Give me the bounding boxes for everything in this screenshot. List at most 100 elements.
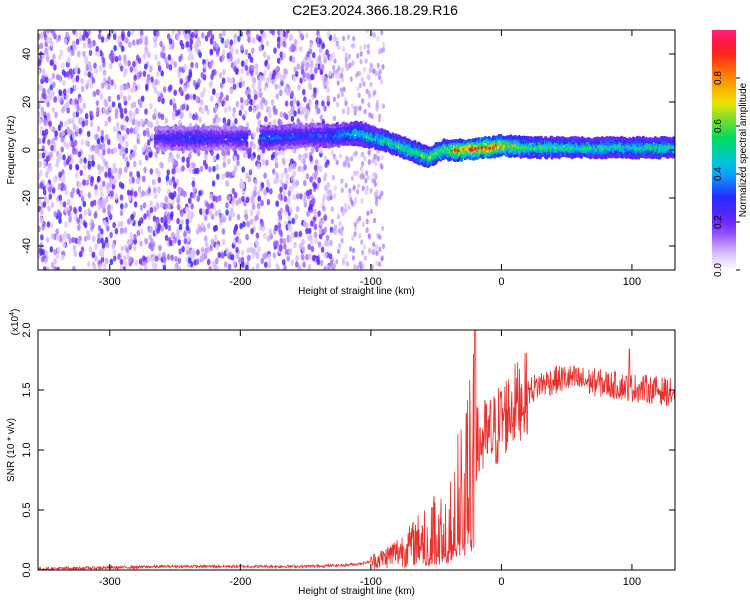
- noise-speckle: [143, 264, 148, 270]
- noise-speckle: [58, 217, 62, 224]
- noise-speckle: [154, 78, 158, 86]
- noise-speckle: [344, 182, 348, 189]
- noise-speckle: [156, 70, 160, 78]
- noise-speckle: [297, 84, 301, 91]
- noise-speckle: [291, 105, 296, 112]
- noise-speckle: [303, 197, 307, 204]
- noise-speckle: [241, 166, 245, 173]
- noise-speckle: [231, 211, 236, 218]
- noise-speckle: [119, 107, 124, 114]
- noise-speckle: [324, 240, 328, 247]
- noise-speckle: [337, 228, 341, 234]
- noise-speckle: [225, 171, 230, 178]
- noise-speckle: [116, 94, 121, 101]
- noise-speckle: [235, 199, 239, 206]
- noise-speckle: [184, 206, 189, 213]
- noise-speckle: [170, 232, 174, 239]
- noise-speckle: [72, 133, 76, 140]
- noise-speckle: [189, 93, 193, 101]
- noise-speckle: [323, 214, 328, 221]
- noise-speckle: [302, 88, 306, 96]
- noise-speckle: [251, 37, 256, 44]
- noise-speckle: [333, 185, 337, 191]
- noise-speckle: [68, 163, 73, 171]
- noise-speckle: [192, 186, 197, 193]
- noise-speckle: [138, 101, 143, 109]
- noise-speckle: [238, 257, 242, 264]
- noise-speckle: [86, 229, 90, 237]
- noise-speckle: [209, 38, 214, 45]
- noise-speckle: [124, 132, 129, 140]
- noise-speckle: [329, 55, 333, 62]
- noise-speckle: [306, 51, 311, 58]
- noise-speckle: [201, 32, 205, 39]
- noise-speckle: [166, 169, 170, 176]
- noise-speckle: [358, 105, 362, 111]
- noise-speckle: [204, 241, 209, 248]
- noise-speckle: [333, 58, 337, 64]
- noise-speckle: [53, 258, 57, 265]
- noise-speckle: [372, 241, 376, 248]
- noise-speckle: [75, 164, 80, 171]
- noise-speckle: [260, 182, 265, 189]
- noise-speckle: [254, 68, 259, 76]
- noise-speckle: [336, 80, 340, 86]
- noise-speckle: [71, 77, 76, 84]
- noise-speckle: [42, 201, 47, 208]
- noise-speckle: [140, 95, 145, 102]
- noise-speckle: [261, 158, 266, 165]
- noise-speckle: [299, 156, 304, 163]
- noise-speckle: [302, 261, 306, 268]
- noise-speckle: [276, 36, 281, 43]
- noise-speckle: [321, 42, 326, 50]
- noise-speckle: [340, 67, 344, 73]
- noise-speckle: [61, 69, 66, 76]
- noise-speckle: [87, 192, 92, 199]
- noise-speckle: [334, 156, 338, 162]
- noise-speckle: [114, 193, 119, 200]
- noise-speckle: [303, 164, 308, 171]
- noise-speckle: [221, 54, 225, 61]
- noise-speckle: [367, 233, 371, 239]
- noise-speckle: [298, 45, 303, 53]
- noise-speckle: [255, 126, 260, 133]
- noise-speckle: [366, 210, 370, 216]
- noise-speckle: [40, 182, 44, 189]
- noise-speckle: [260, 199, 264, 207]
- noise-speckle: [181, 156, 186, 163]
- noise-speckle: [43, 118, 47, 125]
- noise-speckle: [133, 190, 138, 198]
- noise-speckle: [114, 108, 119, 115]
- noise-speckle: [332, 115, 336, 122]
- noise-speckle: [198, 190, 202, 197]
- noise-speckle: [113, 146, 118, 154]
- noise-speckle: [157, 224, 162, 231]
- noise-speckle: [235, 68, 239, 76]
- noise-speckle: [190, 31, 195, 39]
- noise-speckle: [100, 237, 104, 244]
- noise-speckle: [369, 188, 373, 194]
- noise-speckle: [73, 250, 77, 258]
- noise-speckle: [257, 195, 262, 202]
- noise-speckle: [251, 82, 256, 90]
- noise-speckle: [276, 42, 281, 49]
- noise-speckle: [196, 249, 200, 256]
- noise-speckle: [227, 76, 231, 83]
- noise-speckle: [307, 263, 312, 270]
- noise-speckle: [188, 112, 193, 119]
- noise-speckle: [111, 242, 116, 250]
- noise-speckle: [208, 81, 213, 88]
- noise-speckle: [84, 56, 89, 63]
- noise-speckle: [160, 162, 164, 169]
- noise-speckle: [194, 62, 199, 69]
- noise-speckle: [119, 91, 124, 99]
- noise-speckle: [153, 186, 157, 194]
- noise-speckle: [83, 235, 88, 242]
- noise-speckle: [380, 255, 384, 262]
- noise-speckle: [340, 91, 344, 98]
- noise-speckle: [165, 62, 170, 69]
- noise-speckle: [247, 52, 252, 60]
- noise-speckle: [142, 130, 147, 137]
- noise-speckle: [186, 157, 190, 164]
- noise-speckle: [267, 253, 272, 261]
